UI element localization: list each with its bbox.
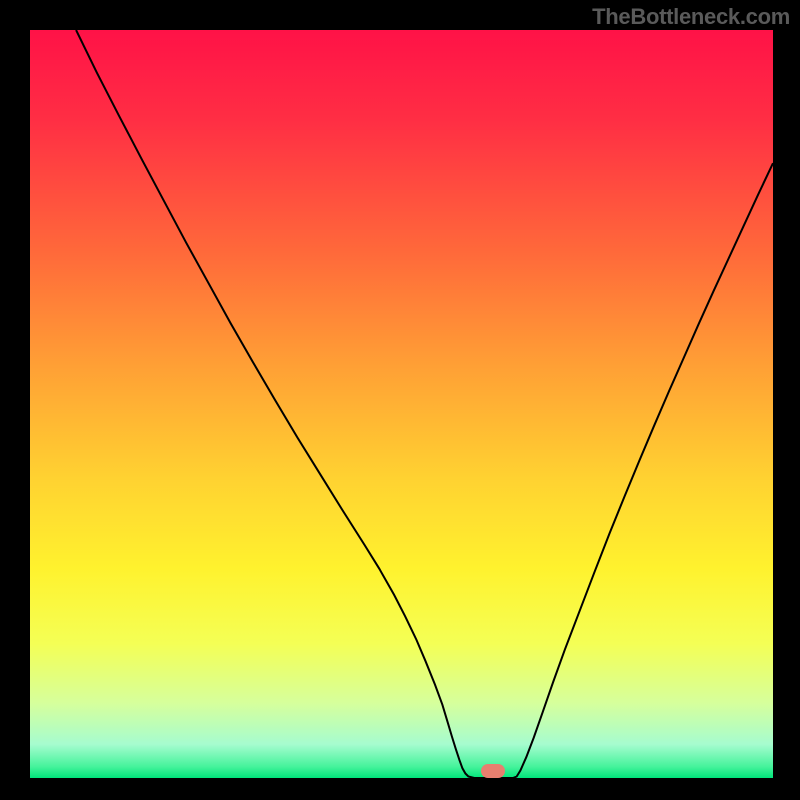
optimum-marker: [481, 764, 505, 778]
watermark-text: TheBottleneck.com: [592, 4, 790, 30]
curve-path: [76, 30, 773, 778]
chart-frame: TheBottleneck.com: [0, 0, 800, 800]
plot-area: [30, 30, 773, 778]
bottleneck-curve: [30, 30, 773, 778]
